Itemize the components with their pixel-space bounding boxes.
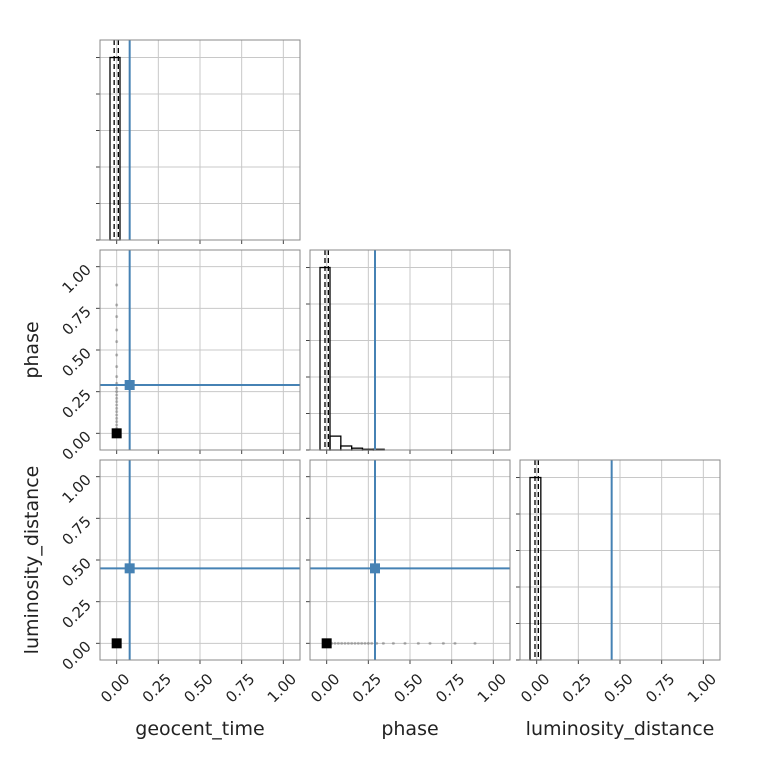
y-tick-label: 0.75 bbox=[58, 512, 94, 548]
sample-point bbox=[115, 365, 119, 369]
sample-point bbox=[115, 396, 119, 400]
x-axis-label: luminosity_distance bbox=[526, 718, 715, 740]
sample-point bbox=[115, 340, 119, 344]
y-tick-label: 0.25 bbox=[58, 596, 94, 632]
y-tick-label: 0.00 bbox=[58, 427, 94, 463]
sample-point bbox=[360, 641, 364, 645]
y-tick-label: 1.00 bbox=[58, 471, 94, 507]
x-tick-label: 0.75 bbox=[642, 670, 678, 706]
x-axis-label: phase bbox=[381, 718, 438, 740]
sample-point bbox=[370, 641, 374, 645]
x-tick-label: 0.75 bbox=[432, 670, 468, 706]
y-axis-label: luminosity_distance bbox=[21, 466, 43, 655]
sample-point bbox=[115, 328, 119, 332]
x-tick-label: 0.00 bbox=[307, 670, 343, 706]
sample-point bbox=[473, 641, 477, 645]
sample-point bbox=[115, 406, 119, 410]
sample-point bbox=[336, 641, 340, 645]
hist-bar bbox=[340, 445, 353, 451]
sample-point bbox=[115, 386, 119, 390]
hist-bar bbox=[329, 435, 342, 451]
y-tick-label: 0.50 bbox=[58, 554, 94, 590]
truth-marker bbox=[124, 563, 135, 574]
sample-point bbox=[115, 403, 119, 407]
sample-point bbox=[381, 641, 385, 645]
sample-point bbox=[115, 423, 119, 427]
sample-point bbox=[115, 416, 119, 420]
x-tick-label: 0.75 bbox=[222, 670, 258, 706]
sample-point bbox=[115, 420, 119, 424]
sample-point bbox=[115, 410, 119, 414]
sample-point bbox=[115, 400, 119, 404]
sample-point bbox=[343, 641, 347, 645]
y-tick-label: 0.50 bbox=[58, 344, 94, 380]
x-tick-label: 0.50 bbox=[180, 670, 216, 706]
sample-point bbox=[403, 641, 407, 645]
truth-marker bbox=[370, 563, 380, 574]
sample-point bbox=[115, 375, 119, 379]
x-tick-label: 0.00 bbox=[517, 670, 553, 706]
panel-frame bbox=[309, 459, 511, 661]
sample-point bbox=[363, 641, 367, 645]
sample-point bbox=[115, 390, 119, 394]
truth-marker bbox=[124, 380, 135, 390]
sample-point bbox=[453, 641, 457, 645]
y-tick-label: 0.75 bbox=[58, 302, 94, 338]
panel-frame bbox=[99, 459, 301, 661]
panel-frame bbox=[519, 459, 721, 661]
sample-point bbox=[115, 303, 119, 307]
sample-point bbox=[353, 641, 357, 645]
panel-frame bbox=[309, 249, 511, 451]
x-tick-label: 1.00 bbox=[684, 670, 720, 706]
sample-point bbox=[391, 641, 395, 645]
density-peak bbox=[321, 638, 332, 649]
sample-point bbox=[115, 315, 119, 319]
sample-point bbox=[428, 641, 432, 645]
y-tick-label: 1.00 bbox=[58, 261, 94, 297]
sample-point bbox=[115, 353, 119, 357]
sample-point bbox=[333, 641, 337, 645]
x-tick-label: 0.25 bbox=[139, 670, 175, 706]
sample-point bbox=[115, 413, 119, 417]
sample-point bbox=[115, 393, 119, 397]
y-axis-label: phase bbox=[21, 321, 43, 378]
density-peak bbox=[111, 428, 122, 439]
panel-frame bbox=[99, 249, 301, 451]
y-tick-label: 0.25 bbox=[58, 386, 94, 422]
x-tick-label: 0.50 bbox=[390, 670, 426, 706]
x-tick-label: 1.00 bbox=[474, 670, 510, 706]
x-tick-label: 0.50 bbox=[600, 670, 636, 706]
density-peak bbox=[111, 638, 122, 649]
sample-point bbox=[441, 641, 445, 645]
sample-point bbox=[416, 641, 420, 645]
panel-frame bbox=[99, 39, 301, 241]
sample-point bbox=[356, 641, 360, 645]
sample-point bbox=[340, 641, 344, 645]
sample-point bbox=[366, 641, 370, 645]
y-tick-label: 0.00 bbox=[58, 637, 94, 673]
x-tick-label: 0.25 bbox=[559, 670, 595, 706]
x-tick-label: 0.25 bbox=[349, 670, 385, 706]
x-axis-label: geocent_time bbox=[135, 718, 264, 740]
sample-point bbox=[115, 283, 119, 287]
x-tick-label: 1.00 bbox=[264, 670, 300, 706]
sample-point bbox=[346, 641, 350, 645]
x-tick-label: 0.00 bbox=[97, 670, 133, 706]
sample-point bbox=[350, 641, 354, 645]
